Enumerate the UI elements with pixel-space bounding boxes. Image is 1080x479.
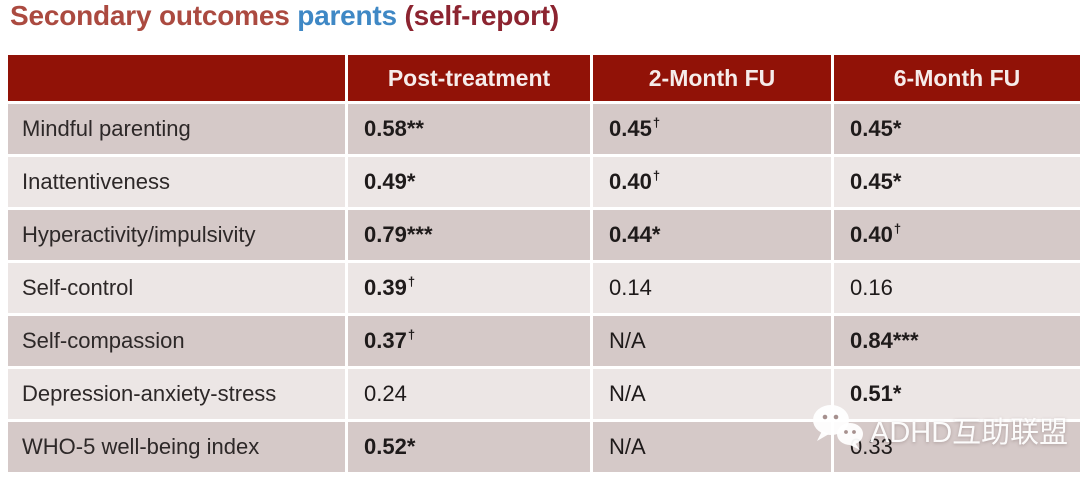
- title-part-self-report: (self-report): [396, 0, 560, 31]
- row-label: Mindful parenting: [8, 104, 345, 154]
- value-cell: 0.45*: [834, 157, 1080, 207]
- value-cell: 0.79***: [348, 210, 590, 260]
- value-cell: N/A: [593, 369, 831, 419]
- value-cell: 0.16: [834, 263, 1080, 313]
- value-cell: 0.58**: [348, 104, 590, 154]
- value-cell: N/A: [593, 422, 831, 472]
- column-header-6-month-fu: 6-Month FU: [834, 55, 1080, 101]
- column-header-post-treatment: Post-treatment: [348, 55, 590, 101]
- watermark-text: ADHD互助联盟: [870, 416, 1069, 449]
- value-cell: 0.14: [593, 263, 831, 313]
- page-title: Secondary outcomes parents (self-report): [10, 0, 559, 35]
- value-cell: 0.37 †: [348, 316, 590, 366]
- wechat-icon: [810, 402, 864, 457]
- row-label: Depression-anxiety-stress: [8, 369, 345, 419]
- row-label: Inattentiveness: [8, 157, 345, 207]
- watermark: ADHD互助联盟: [810, 402, 1068, 457]
- row-label: Self-compassion: [8, 316, 345, 366]
- value-cell: 0.44*: [593, 210, 831, 260]
- value-cell: 0.51*: [834, 369, 1080, 419]
- value-cell: 0.84***: [834, 316, 1080, 366]
- row-label: Self-control: [8, 263, 345, 313]
- title-part-secondary-outcomes: Secondary outcomes: [10, 0, 298, 31]
- column-header-blank: [8, 55, 345, 101]
- row-label: Hyperactivity/impulsivity: [8, 210, 345, 260]
- value-cell: 0.52*: [348, 422, 590, 472]
- value-cell: 0.45*: [834, 104, 1080, 154]
- title-part-parents: parents: [297, 0, 397, 31]
- value-cell: 0.24: [348, 369, 590, 419]
- value-cell: 0.49*: [348, 157, 590, 207]
- value-cell: 0.45 †: [593, 104, 831, 154]
- column-header-2-month-fu: 2-Month FU: [593, 55, 831, 101]
- outcomes-table: Post-treatment 2-Month FU 6-Month FU Mindfu…: [8, 55, 1080, 472]
- row-label: WHO-5 well-being index: [8, 422, 345, 472]
- value-cell: N/A: [593, 316, 831, 366]
- value-cell: 0.40 †: [593, 157, 831, 207]
- value-cell: 0.39 †: [348, 263, 590, 313]
- value-cell: 0.40 †: [834, 210, 1080, 260]
